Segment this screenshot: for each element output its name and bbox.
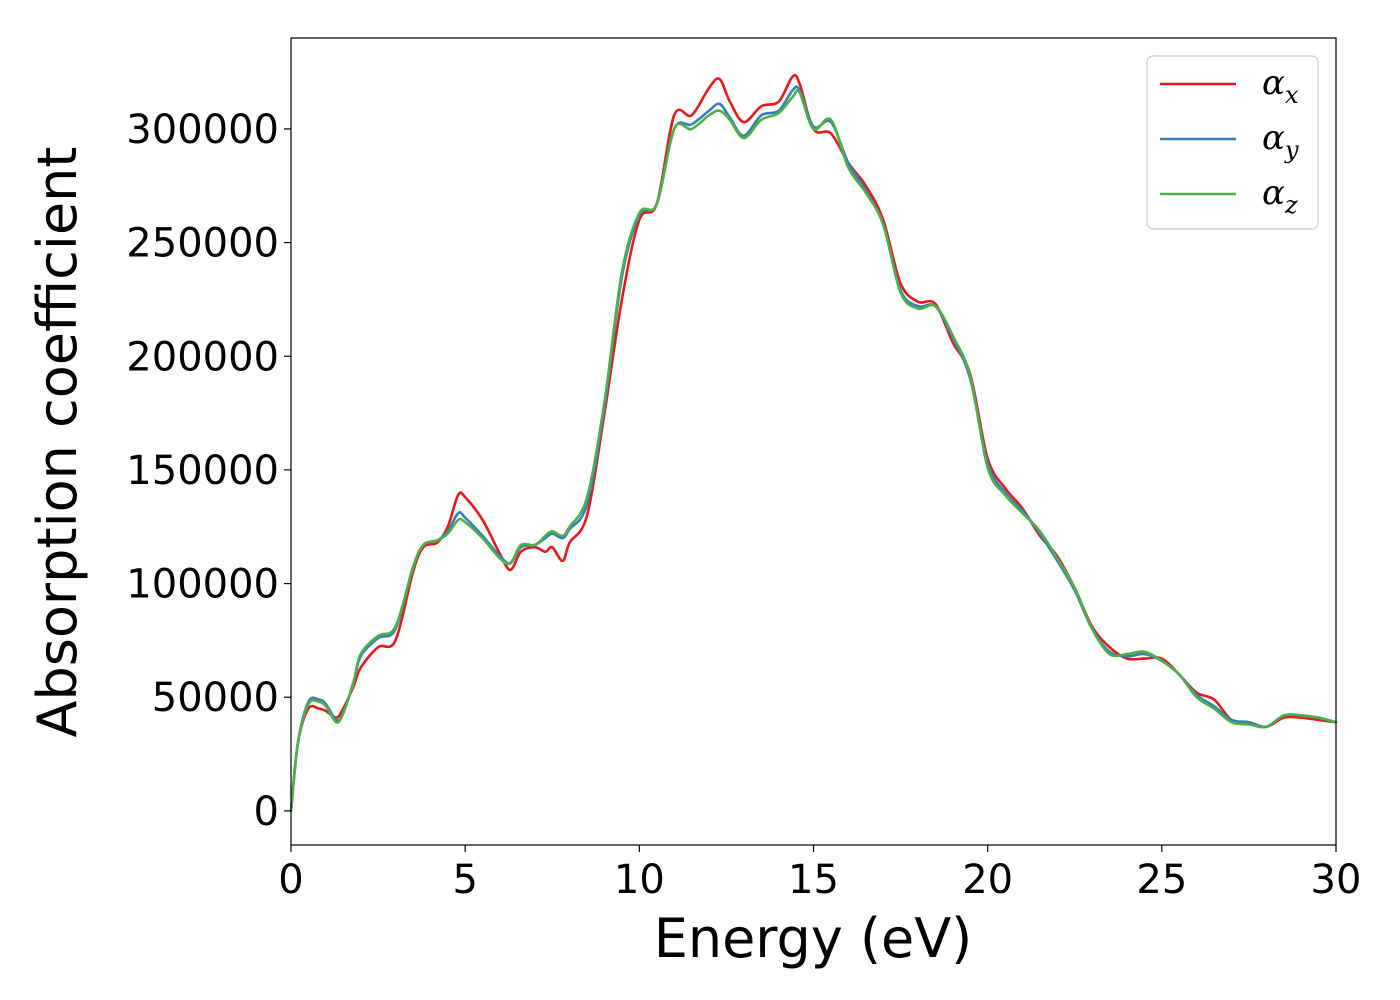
x-axis-ticks: 0 5 10 15 20 25 30 — [278, 845, 1361, 903]
y-axis-ticks: 0 50000 100000 150000 200000 250000 300000 — [126, 107, 291, 835]
x-axis-title: Energy (eV) — [654, 907, 973, 970]
y-axis-title: Absorption coefficient — [26, 147, 89, 738]
legend: αx αy αz — [1146, 55, 1319, 230]
y-tick-label: 300000 — [126, 107, 279, 153]
x-tick-label: 30 — [1311, 857, 1362, 903]
series-line-z — [289, 89, 1338, 813]
x-tick-label: 10 — [614, 857, 665, 903]
x-tick-label: 0 — [278, 857, 303, 903]
legend-box — [1146, 55, 1319, 230]
legend-label-y: αy — [1262, 118, 1299, 164]
legend-label-z: αz — [1262, 173, 1298, 219]
y-tick-label: 200000 — [126, 334, 279, 380]
y-tick-label: 0 — [254, 789, 279, 835]
x-tick-label: 25 — [1136, 857, 1187, 903]
series-layer — [289, 73, 1338, 813]
y-tick-label: 150000 — [126, 448, 279, 494]
y-tick-label: 50000 — [152, 675, 279, 721]
y-tick-label: 100000 — [126, 562, 279, 608]
y-tick-label: 250000 — [126, 221, 279, 267]
series-line-x — [289, 73, 1338, 813]
x-tick-label: 15 — [788, 857, 839, 903]
x-tick-label: 20 — [962, 857, 1013, 903]
legend-label-x: αx — [1262, 63, 1299, 109]
x-tick-label: 5 — [452, 857, 477, 903]
